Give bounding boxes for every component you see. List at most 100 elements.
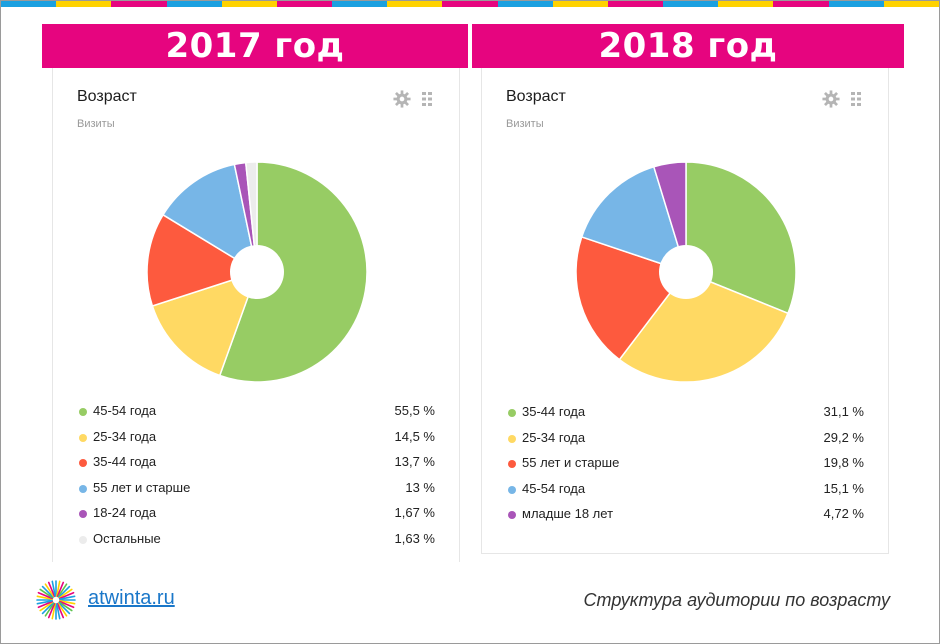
legend-value: 29,2 % (823, 429, 864, 445)
legend-label: 35-44 года (93, 454, 157, 470)
chart-legend-2017: 45-54 года 55,5 % 25-34 года 14,5 % 35-44 го… (77, 402, 435, 556)
stripe-segment (166, 1, 222, 7)
legend-color-dot (508, 511, 516, 520)
legend-value: 31,1 % (823, 404, 864, 419)
legend-value: 55,5 % (394, 403, 435, 418)
legend-value: 19,8 % (823, 455, 864, 471)
gear-icon[interactable] (393, 90, 411, 108)
age-widget-2018: Возраст Визиты 35-44 года 31,1 % 25-34 год… (481, 68, 889, 554)
legend-item[interactable]: 55 лет и старше 19,8 % (506, 454, 864, 480)
stripe-segment (332, 1, 388, 7)
stripe-segment (497, 1, 553, 7)
legend-item[interactable]: 45-54 года 15,1 % (506, 480, 864, 506)
stripe-segment (442, 1, 498, 7)
legend-label: 35-44 года (522, 404, 586, 419)
pie-slice[interactable] (580, 165, 688, 274)
logo-ray (37, 591, 54, 600)
legend-item[interactable]: младше 18 лет 4,72 % (506, 505, 864, 531)
legend-value: 13 % (405, 479, 435, 495)
legend-label: младше 18 лет (522, 506, 614, 522)
logo-ray (44, 583, 55, 598)
stripe-segment (773, 1, 829, 7)
logo-ray (59, 595, 76, 601)
legend-color-dot (79, 433, 87, 442)
drag-handle-icon[interactable] (421, 91, 433, 107)
widget-title: Возраст (506, 88, 566, 105)
age-donut-chart-2018 (575, 161, 797, 383)
pie-slice[interactable] (652, 161, 687, 273)
logo-ray (44, 602, 55, 617)
year-banner-2017: 2017 год (42, 24, 468, 68)
legend-color-dot (79, 484, 87, 493)
legend-item[interactable]: 18-24 года 1,67 % (77, 504, 435, 530)
logo-ray (59, 599, 76, 605)
logo-ray (47, 581, 56, 598)
donut-hole (230, 245, 284, 299)
legend-color-dot (79, 408, 87, 416)
stripe-segment (607, 1, 664, 7)
legend-label: 45-54 года (522, 480, 586, 496)
logo-ray (41, 602, 54, 615)
pie-slice[interactable] (685, 161, 797, 315)
logo-ray (57, 583, 68, 598)
pie-slice[interactable] (146, 213, 259, 307)
legend-color-dot (508, 409, 516, 417)
legend-item[interactable]: 35-44 года 13,7 % (77, 453, 435, 479)
logo-ray (36, 599, 53, 605)
gear-icon[interactable] (822, 90, 840, 108)
logo-ray (41, 585, 54, 598)
pie-slice[interactable] (618, 271, 789, 383)
legend-color-dot (79, 535, 87, 544)
legend-label: 25-34 года (522, 429, 586, 445)
drag-handle-icon[interactable] (850, 91, 862, 107)
chart-legend-2018: 35-44 года 31,1 % 25-34 года 29,2 % 55 лет и… (506, 403, 864, 531)
slide-caption: Структура аудитории по возрасту (583, 590, 890, 610)
legend-label: Остальные (93, 530, 161, 546)
legend-color-dot (508, 434, 516, 443)
legend-value: 15,1 % (823, 480, 864, 496)
logo-ray (56, 602, 65, 619)
legend-value: 4,72 % (823, 506, 864, 522)
legend-item[interactable]: Остальные 1,63 % (77, 530, 435, 556)
legend-item[interactable]: 35-44 года 31,1 % (506, 403, 864, 429)
pie-slice[interactable] (244, 161, 258, 273)
legend-value: 1,63 % (394, 530, 435, 546)
logo-ray (56, 581, 65, 598)
logo-ray (58, 585, 71, 598)
stripe-segment (663, 1, 719, 7)
legend-value: 14,5 % (394, 428, 435, 444)
logo-ray (37, 600, 54, 609)
legend-value: 1,67 % (394, 505, 435, 521)
stripe-segment (883, 1, 939, 7)
widget-title: Возраст (77, 88, 137, 105)
logo-ray (57, 602, 68, 617)
stripe-segment (276, 1, 333, 7)
logo-ray (39, 601, 54, 612)
stripe-segment (828, 1, 884, 7)
year-banner-2018: 2018 год (472, 24, 904, 68)
logo-ray (58, 601, 73, 612)
stripe-segment (221, 1, 277, 7)
legend-value: 13,7 % (394, 454, 435, 470)
legend-color-dot (79, 459, 87, 468)
legend-color-dot (508, 485, 516, 494)
legend-color-dot (508, 460, 516, 469)
logo-ray (58, 591, 75, 600)
stripe-segment (718, 1, 774, 7)
legend-item[interactable]: 55 лет и старше 13 % (77, 479, 435, 505)
legend-label: 55 лет и старше (522, 455, 620, 471)
pie-slice[interactable] (575, 235, 688, 361)
pie-slice[interactable] (218, 161, 368, 383)
logo-ray (58, 588, 73, 599)
legend-item[interactable]: 45-54 года 55,5 % (77, 402, 435, 428)
stripe-segment (387, 1, 443, 7)
brand-link[interactable]: atwinta.ru (88, 587, 175, 609)
legend-item[interactable]: 25-34 года 29,2 % (506, 429, 864, 455)
logo-ray (39, 588, 54, 599)
legend-item[interactable]: 25-34 года 14,5 % (77, 428, 435, 454)
legend-label: 45-54 года (93, 403, 157, 418)
age-widget-2017: Возраст Визиты 45-54 года 55,5 % 25-34 год… (52, 68, 460, 562)
starburst-logo-icon (36, 580, 76, 620)
pie-slice[interactable] (161, 163, 259, 274)
legend-label: 55 лет и старше (93, 479, 191, 495)
